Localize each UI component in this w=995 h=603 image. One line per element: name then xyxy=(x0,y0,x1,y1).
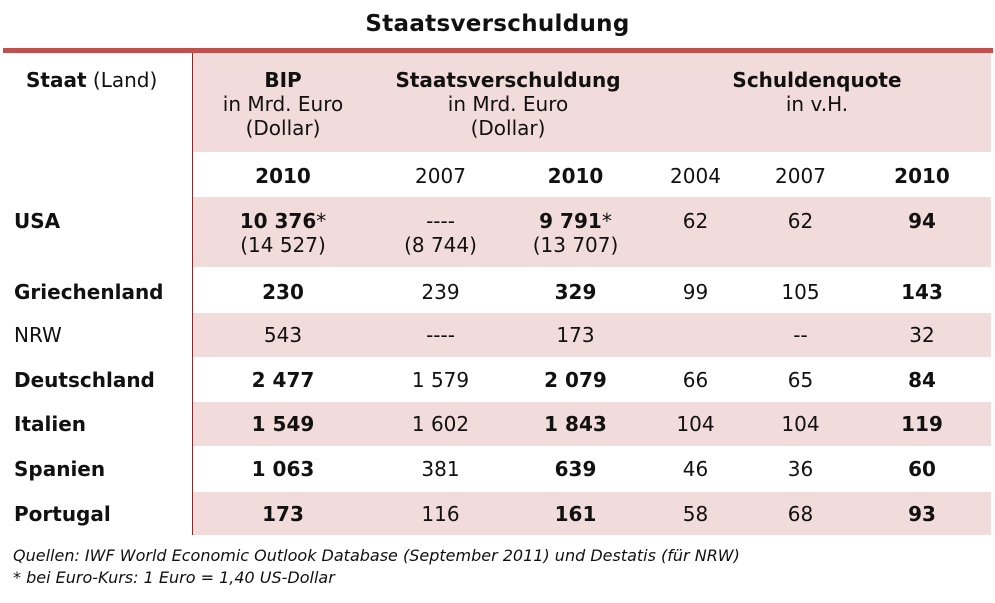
spanien-s2010: 639 xyxy=(554,457,597,481)
deutschland-q2004: 66 xyxy=(682,368,709,392)
year-quote-2007: 2007 xyxy=(775,164,826,188)
usa-s2010-value: 9 791 xyxy=(539,209,602,233)
portugal-q2010: 93 xyxy=(908,502,936,526)
row-label-griechenland: Griechenland xyxy=(14,280,164,304)
portugal-q2007: 68 xyxy=(787,502,814,526)
italien-q2010: 119 xyxy=(901,412,943,436)
header-schuld-alt: (Dollar) xyxy=(470,116,546,140)
deutschland-bip: 2 477 xyxy=(251,368,315,392)
year-quote-2010: 2010 xyxy=(894,164,950,188)
header-schuld-unit: in Mrd. Euro xyxy=(447,92,569,116)
griechenland-bip: 230 xyxy=(262,280,304,304)
italien-bip: 1 549 xyxy=(251,412,315,436)
row-label-italien: Italien xyxy=(14,412,87,436)
row-band-usa xyxy=(193,197,991,267)
usa-s2007-value: ---- xyxy=(426,209,455,233)
nrw-s2007: ---- xyxy=(426,323,455,347)
header-quote-name: Schuldenquote xyxy=(732,68,902,92)
nrw-s2010: 173 xyxy=(556,323,595,347)
deutschland-q2010: 84 xyxy=(908,368,936,392)
italien-q2004: 104 xyxy=(676,412,715,436)
griechenland-q2010: 143 xyxy=(901,280,943,304)
portugal-s2007: 116 xyxy=(421,502,460,526)
source-note: Quellen: IWF World Economic Outlook Data… xyxy=(13,546,740,565)
header-bip-unit: in Mrd. Euro xyxy=(222,92,344,116)
year-schuld-2007: 2007 xyxy=(415,164,466,188)
italien-s2007: 1 602 xyxy=(411,412,470,436)
nrw-bip: 543 xyxy=(263,323,303,347)
deutschland-q2007: 65 xyxy=(787,368,814,392)
table-title: Staatsverschuldung xyxy=(365,11,630,37)
header-staat-bold: Staat xyxy=(26,68,87,92)
usa-bip-value: 10 376 xyxy=(239,209,317,233)
nrw-q2007: -- xyxy=(793,323,808,347)
usa-s2007: ---- (8 744) xyxy=(373,209,508,257)
griechenland-q2007: 105 xyxy=(781,280,820,304)
header-schuld-name: Staatsverschuldung xyxy=(395,68,621,92)
row-label-deutschland: Deutschland xyxy=(14,368,155,392)
header-bip-name: BIP xyxy=(264,68,302,92)
usa-q2004: 62 xyxy=(682,209,709,233)
usa-s2010-dollar: (13 707) xyxy=(532,233,619,257)
header-bip: BIP in Mrd. Euro (Dollar) xyxy=(193,68,373,140)
header-staat: Staat (Land) xyxy=(26,68,157,92)
header-quote: Schuldenquote in v.H. xyxy=(643,68,991,116)
griechenland-s2007: 239 xyxy=(421,280,460,304)
year-bip-2010: 2010 xyxy=(255,164,311,188)
row-band-portugal xyxy=(193,492,991,535)
usa-q2010: 94 xyxy=(908,209,936,233)
year-schuld-2010: 2010 xyxy=(547,164,604,188)
spanien-bip: 1 063 xyxy=(251,457,315,481)
header-quote-unit: in v.H. xyxy=(785,92,849,116)
usa-s2010-star: * xyxy=(601,209,612,233)
portugal-s2010: 161 xyxy=(554,502,597,526)
exchange-rate-note: * bei Euro-Kurs: 1 Euro = 1,40 US-Dollar xyxy=(13,568,335,587)
column-divider xyxy=(192,53,193,535)
row-label-usa: USA xyxy=(14,209,61,233)
deutschland-s2010: 2 079 xyxy=(544,368,607,392)
header-schuld: Staatsverschuldung in Mrd. Euro (Dollar) xyxy=(373,68,643,140)
usa-s2007-dollar: (8 744) xyxy=(404,233,477,257)
usa-s2010: 9 791* (13 707) xyxy=(508,209,643,257)
row-band-nrw xyxy=(193,313,991,357)
italien-q2007: 104 xyxy=(781,412,820,436)
spanien-q2010: 60 xyxy=(908,457,936,481)
spanien-q2007: 36 xyxy=(787,457,814,481)
usa-bip-star: * xyxy=(316,209,327,233)
griechenland-s2010: 329 xyxy=(554,280,597,304)
usa-bip: 10 376* (14 527) xyxy=(193,209,373,257)
italien-s2010: 1 843 xyxy=(544,412,607,436)
nrw-q2010: 32 xyxy=(909,323,935,347)
griechenland-q2004: 99 xyxy=(682,280,709,304)
row-label-nrw: NRW xyxy=(14,323,62,347)
portugal-q2004: 58 xyxy=(682,502,709,526)
header-bip-alt: (Dollar) xyxy=(245,116,321,140)
row-band-italien xyxy=(193,402,991,446)
footnotes: Quellen: IWF World Economic Outlook Data… xyxy=(13,545,740,589)
top-rule xyxy=(3,48,993,53)
year-quote-2004: 2004 xyxy=(670,164,721,188)
row-label-portugal: Portugal xyxy=(14,502,111,526)
row-label-spanien: Spanien xyxy=(14,457,106,481)
usa-q2007: 62 xyxy=(787,209,814,233)
usa-bip-dollar: (14 527) xyxy=(240,233,326,257)
header-staat-rest: (Land) xyxy=(86,68,158,92)
header-band xyxy=(193,53,991,152)
spanien-s2007: 381 xyxy=(421,457,460,481)
deutschland-s2007: 1 579 xyxy=(411,368,470,392)
spanien-q2004: 46 xyxy=(682,457,709,481)
portugal-bip: 173 xyxy=(262,502,304,526)
